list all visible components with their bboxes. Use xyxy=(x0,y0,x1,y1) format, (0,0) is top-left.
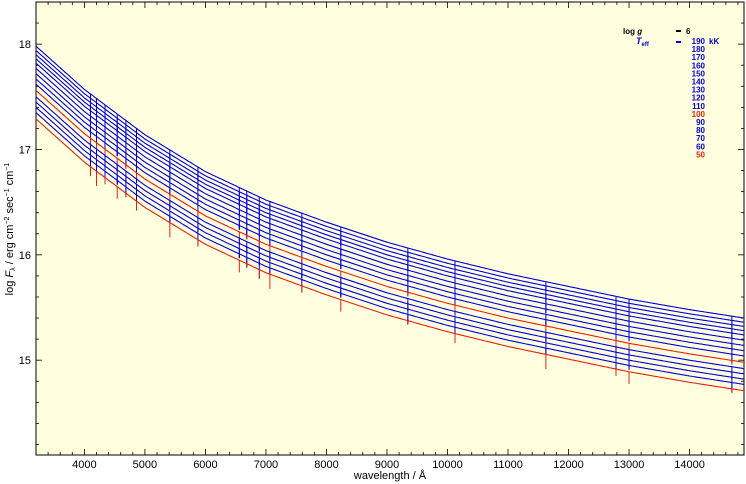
svg-text:log Fλ / erg cm−2 sec−1 cm−1: log Fλ / erg cm−2 sec−1 cm−1 xyxy=(4,163,17,296)
series-line-110 xyxy=(35,83,745,357)
legend-entry-190: 190 xyxy=(692,37,706,46)
legend-entry-100: 100 xyxy=(692,110,706,119)
x-tick-label: 7000 xyxy=(254,459,278,471)
series-line-160 xyxy=(35,58,745,332)
series-line-150 xyxy=(35,62,745,336)
series-line-50 xyxy=(35,118,745,392)
x-tick-label: 11000 xyxy=(493,459,523,471)
y-tick-label: 16 xyxy=(19,250,31,262)
series-line-100 xyxy=(35,90,745,363)
series-line-80 xyxy=(35,101,745,375)
x-tick-label: 4000 xyxy=(72,459,96,471)
series-line-120 xyxy=(35,78,745,352)
legend-entry-70: 70 xyxy=(696,134,705,143)
x-tick-label: 8000 xyxy=(314,459,338,471)
legend-entries: 1901801701601501401301201101009080706050… xyxy=(692,37,720,159)
legend-logg-value: 6 xyxy=(686,27,691,36)
legend-entry-170: 170 xyxy=(692,53,706,62)
series-line-170 xyxy=(35,54,745,328)
x-tick-label: 5000 xyxy=(133,459,157,471)
series-line-130 xyxy=(35,73,745,346)
x-tick-label: 14000 xyxy=(674,459,705,471)
y-tick-labels: 15 16 17 18 xyxy=(19,39,31,367)
legend-entry-90: 90 xyxy=(696,118,705,127)
spectra-curves xyxy=(35,45,745,394)
series-line-180 xyxy=(35,50,745,323)
legend-entry-150: 150 xyxy=(692,69,706,78)
x-tick-label: 6000 xyxy=(193,459,217,471)
series-line-60 xyxy=(35,112,745,385)
y-tick-label: 18 xyxy=(19,39,31,51)
x-tick-label: 9000 xyxy=(375,459,399,471)
x-axis-label: wavelength / Å xyxy=(353,469,427,482)
x-tick-label: 13000 xyxy=(614,459,645,471)
y-tick-label: 15 xyxy=(19,355,31,367)
axis-ticks xyxy=(35,1,744,455)
y-tick-label: 17 xyxy=(19,144,31,156)
legend-entry-160: 160 xyxy=(692,61,706,70)
y-axis-label: log Fλ / erg cm−2 sec−1 cm−1 xyxy=(4,163,17,296)
series-line-90 xyxy=(35,96,745,370)
legend-teff-label: Teff xyxy=(636,36,650,48)
series-line-190 xyxy=(35,45,745,319)
series-line-70 xyxy=(35,106,745,380)
x-tick-label: 12000 xyxy=(553,459,584,471)
legend-entry-80: 80 xyxy=(696,126,705,135)
legend-entry-50: 50 xyxy=(696,150,705,159)
legend-teff-marker xyxy=(676,41,681,43)
legend-unit: kK xyxy=(709,37,719,46)
legend-logg-label: log g xyxy=(623,27,642,36)
legend-entry-130: 130 xyxy=(692,86,706,95)
plot-area xyxy=(35,1,745,456)
legend-entry-110: 110 xyxy=(692,102,705,111)
legend-entry-180: 180 xyxy=(692,45,706,54)
series-line-140 xyxy=(35,67,745,341)
x-tick-labels: 4000 5000 6000 7000 8000 9000 10000 11000 12000 1… xyxy=(72,459,705,471)
legend-entry-120: 120 xyxy=(692,94,706,103)
legend-logg-marker xyxy=(676,30,681,32)
x-tick-label: 10000 xyxy=(432,459,463,471)
legend-entry-60: 60 xyxy=(696,142,705,151)
legend-entry-140: 140 xyxy=(692,78,706,87)
legend: log g 6 Teff 190180170160150140130120110… xyxy=(623,27,719,159)
